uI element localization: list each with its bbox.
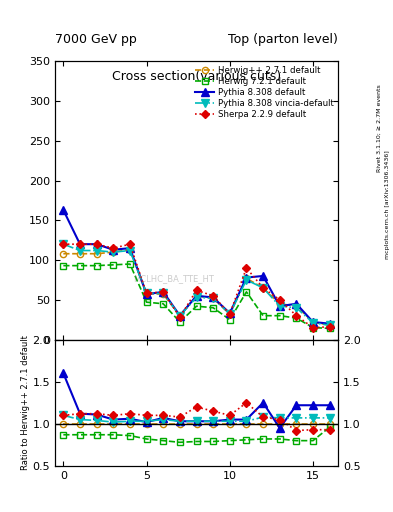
Sherpa 2.2.9 default <box>128 241 132 247</box>
Pythia 8.308 vincia-default <box>128 247 132 253</box>
Herwig++ 2.7.1 default <box>211 295 215 301</box>
Herwig++ 2.7.1 default <box>228 311 232 317</box>
Pythia 8.308 default <box>194 293 199 299</box>
Herwig 7.2.1 default <box>61 263 66 269</box>
Herwig 7.2.1 default <box>261 313 265 319</box>
Sherpa 2.2.9 default <box>261 285 265 291</box>
Pythia 8.308 vincia-default <box>310 320 315 326</box>
Pythia 8.308 vincia-default <box>161 290 165 296</box>
Herwig++ 2.7.1 default <box>261 285 265 291</box>
Sherpa 2.2.9 default <box>111 245 116 251</box>
Sherpa 2.2.9 default <box>161 289 165 295</box>
Herwig 7.2.1 default <box>327 325 332 331</box>
Sherpa 2.2.9 default <box>194 287 199 293</box>
Pythia 8.308 vincia-default <box>228 311 232 317</box>
Herwig 7.2.1 default <box>128 261 132 267</box>
Sherpa 2.2.9 default <box>327 324 332 330</box>
Pythia 8.308 default <box>310 319 315 325</box>
Herwig++ 2.7.1 default <box>78 251 83 257</box>
Pythia 8.308 default <box>294 301 299 307</box>
Text: Cross section(various cuts): Cross section(various cuts) <box>112 70 281 83</box>
Herwig++ 2.7.1 default <box>310 319 315 325</box>
Sherpa 2.2.9 default <box>78 241 83 247</box>
Herwig++ 2.7.1 default <box>61 251 66 257</box>
Text: MCLHC_BA_TTE_HT: MCLHC_BA_TTE_HT <box>134 274 214 283</box>
Herwig 7.2.1 default <box>228 316 232 323</box>
Line: Pythia 8.308 vincia-default: Pythia 8.308 vincia-default <box>59 240 334 329</box>
Pythia 8.308 default <box>277 303 282 309</box>
Pythia 8.308 default <box>211 294 215 301</box>
Herwig++ 2.7.1 default <box>327 322 332 328</box>
Line: Sherpa 2.2.9 default: Sherpa 2.2.9 default <box>60 241 333 331</box>
Herwig++ 2.7.1 default <box>244 275 249 282</box>
Text: 7000 GeV pp: 7000 GeV pp <box>55 33 137 46</box>
Line: Pythia 8.308 default: Pythia 8.308 default <box>59 206 334 328</box>
Pythia 8.308 default <box>161 289 165 295</box>
Pythia 8.308 vincia-default <box>61 241 66 247</box>
Herwig 7.2.1 default <box>211 305 215 311</box>
Pythia 8.308 vincia-default <box>144 290 149 296</box>
Pythia 8.308 vincia-default <box>261 285 265 291</box>
Pythia 8.308 vincia-default <box>277 303 282 309</box>
Pythia 8.308 vincia-default <box>178 313 182 319</box>
Pythia 8.308 default <box>178 313 182 319</box>
Pythia 8.308 vincia-default <box>94 247 99 253</box>
Pythia 8.308 vincia-default <box>78 247 83 253</box>
Herwig 7.2.1 default <box>94 263 99 269</box>
Herwig 7.2.1 default <box>277 313 282 319</box>
Sherpa 2.2.9 default <box>61 241 66 247</box>
Herwig 7.2.1 default <box>310 325 315 331</box>
Pythia 8.308 default <box>144 291 149 297</box>
Pythia 8.308 default <box>244 274 249 281</box>
Text: mcplots.cern.ch [arXiv:1306.3436]: mcplots.cern.ch [arXiv:1306.3436] <box>385 151 389 259</box>
Sherpa 2.2.9 default <box>244 265 249 271</box>
Sherpa 2.2.9 default <box>310 325 315 331</box>
Pythia 8.308 default <box>78 241 83 247</box>
Sherpa 2.2.9 default <box>94 241 99 247</box>
Sherpa 2.2.9 default <box>277 297 282 303</box>
Pythia 8.308 vincia-default <box>111 249 116 255</box>
Herwig 7.2.1 default <box>194 303 199 309</box>
Herwig++ 2.7.1 default <box>94 251 99 257</box>
Herwig 7.2.1 default <box>178 319 182 325</box>
Herwig++ 2.7.1 default <box>194 293 199 299</box>
Text: Top (parton level): Top (parton level) <box>228 33 338 46</box>
Pythia 8.308 vincia-default <box>294 305 299 311</box>
Pythia 8.308 vincia-default <box>244 277 249 283</box>
Herwig 7.2.1 default <box>161 301 165 307</box>
Sherpa 2.2.9 default <box>211 293 215 299</box>
Legend: Herwig++ 2.7.1 default, Herwig 7.2.1 default, Pythia 8.308 default, Pythia 8.308: Herwig++ 2.7.1 default, Herwig 7.2.1 def… <box>194 64 335 121</box>
Herwig++ 2.7.1 default <box>111 249 116 255</box>
Sherpa 2.2.9 default <box>294 313 299 319</box>
Pythia 8.308 vincia-default <box>194 294 199 301</box>
Herwig++ 2.7.1 default <box>277 301 282 307</box>
Sherpa 2.2.9 default <box>144 290 149 296</box>
Pythia 8.308 default <box>327 321 332 327</box>
Sherpa 2.2.9 default <box>178 314 182 321</box>
Pythia 8.308 default <box>128 245 132 251</box>
Text: Rivet 3.1.10; ≥ 2.7M events: Rivet 3.1.10; ≥ 2.7M events <box>377 84 382 172</box>
Pythia 8.308 default <box>61 207 66 213</box>
Herwig++ 2.7.1 default <box>144 290 149 296</box>
Herwig 7.2.1 default <box>78 263 83 269</box>
Herwig++ 2.7.1 default <box>128 247 132 253</box>
Pythia 8.308 vincia-default <box>211 295 215 301</box>
Pythia 8.308 default <box>94 241 99 247</box>
Herwig 7.2.1 default <box>294 315 299 321</box>
Herwig 7.2.1 default <box>244 289 249 295</box>
Pythia 8.308 default <box>228 310 232 316</box>
Herwig 7.2.1 default <box>111 262 116 268</box>
Herwig++ 2.7.1 default <box>178 313 182 319</box>
Line: Herwig 7.2.1 default: Herwig 7.2.1 default <box>60 261 333 332</box>
Herwig 7.2.1 default <box>144 299 149 305</box>
Pythia 8.308 default <box>111 247 116 253</box>
Sherpa 2.2.9 default <box>228 311 232 317</box>
Pythia 8.308 vincia-default <box>327 322 332 328</box>
Herwig++ 2.7.1 default <box>294 303 299 309</box>
Y-axis label: Ratio to Herwig++ 2.7.1 default: Ratio to Herwig++ 2.7.1 default <box>20 335 29 470</box>
Pythia 8.308 default <box>261 273 265 279</box>
Herwig++ 2.7.1 default <box>161 291 165 297</box>
Line: Herwig++ 2.7.1 default: Herwig++ 2.7.1 default <box>60 247 333 328</box>
